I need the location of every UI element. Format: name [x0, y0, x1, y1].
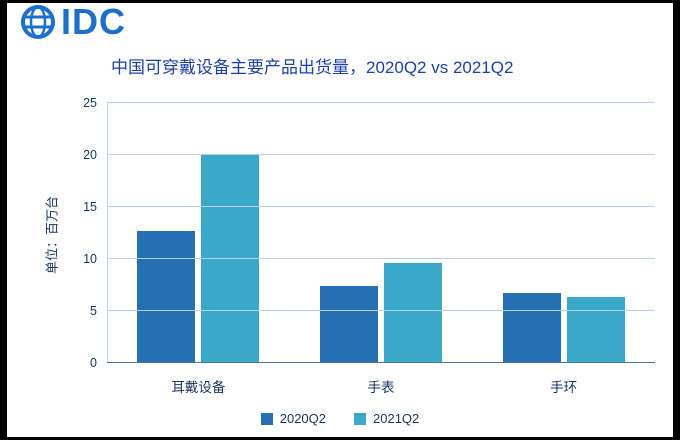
y-tick-label: 20 [83, 148, 97, 162]
bar-group-耳戴设备: 耳戴设备 [107, 103, 290, 395]
y-axis-line [107, 103, 108, 363]
gridline [107, 310, 655, 311]
bar-2020Q2-耳戴设备 [137, 230, 196, 363]
legend: 2020Q2 2021Q2 [7, 411, 673, 426]
y-axis-title: 单位：百万台 [44, 195, 60, 275]
bar-group-手表: 手表 [290, 103, 473, 395]
gridline [107, 154, 655, 155]
category-label: 手环 [550, 380, 578, 395]
bar-group-手环: 手环 [472, 103, 655, 395]
legend-label: 2021Q2 [373, 411, 420, 426]
category-label: 耳戴设备 [171, 380, 226, 395]
gridline [107, 258, 655, 259]
gridline [107, 206, 655, 207]
y-tick-label: 0 [90, 356, 97, 370]
chart-title: 中国可穿戴设备主要产品出货量，2020Q2 vs 2021Q2 [111, 58, 514, 77]
idc-globe-icon [21, 5, 55, 39]
y-tick-label: 15 [83, 200, 97, 214]
y-tick-label: 5 [90, 304, 97, 318]
x-axis-line [107, 362, 655, 363]
bar-2021Q2-手表 [384, 263, 442, 363]
bar-2021Q2-手环 [566, 297, 625, 363]
gridline [107, 102, 655, 103]
y-tick-label: 10 [83, 252, 97, 266]
legend-label: 2020Q2 [279, 411, 326, 426]
bars [472, 103, 655, 363]
bar-2021Q2-耳戴设备 [201, 155, 260, 363]
idc-logo-text: IDC [61, 1, 126, 42]
bar-2020Q2-手环 [502, 293, 561, 363]
bar-groups: 耳戴设备 手表 手环 [107, 103, 655, 395]
legend-swatch [354, 412, 366, 425]
legend-item-2021Q2: 2021Q2 [354, 411, 419, 426]
legend-swatch [260, 412, 273, 425]
bars [107, 103, 290, 363]
bar-2020Q2-手表 [320, 286, 378, 363]
y-tick-label: 25 [83, 96, 97, 110]
legend-item-2020Q2: 2020Q2 [260, 411, 326, 426]
bars [290, 103, 473, 363]
category-label: 手表 [367, 380, 395, 395]
idc-logo: IDC [17, 1, 126, 43]
plot-area: 耳戴设备 手表 手环 0 5 10 15 20 25 [83, 96, 655, 395]
